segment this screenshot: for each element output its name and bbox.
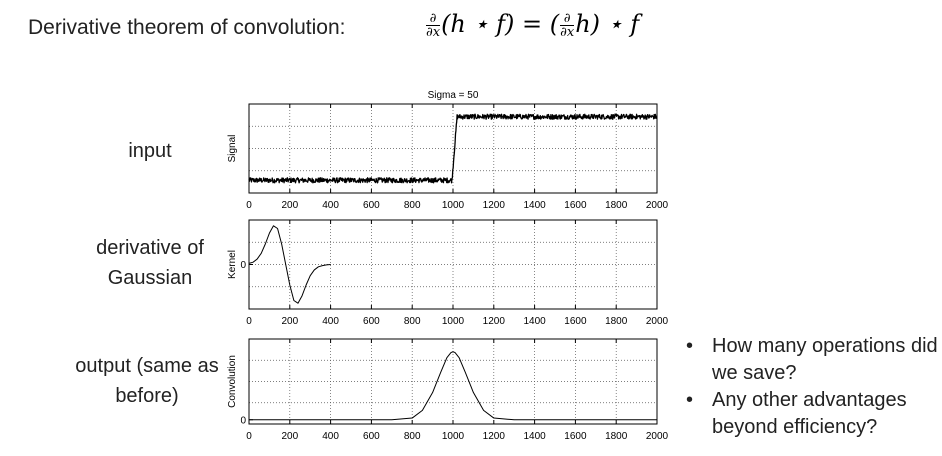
x-tick-label: 0	[246, 200, 252, 211]
partial-derivative-fraction: ∂ ∂x	[426, 12, 441, 40]
x-tick-label: 400	[322, 431, 339, 442]
x-tick-label: 2000	[646, 431, 669, 442]
series-line	[248, 113, 658, 184]
partial-derivative-fraction-2: ∂ ∂x	[560, 12, 575, 40]
x-tick-label: 1400	[523, 431, 546, 442]
bullet-item-advantages: • Any other advantages beyond efficiency…	[684, 387, 942, 441]
series-line	[249, 351, 657, 421]
plot-panel-0: 0 200 400 600 800 1000 1200 1400 1600 1800 2000 Sig…	[227, 90, 669, 211]
x-tick-label: 1200	[483, 316, 506, 327]
chart-title: Sigma = 50	[428, 90, 479, 101]
bullet-text: How many operations did we save?	[712, 335, 938, 384]
formula-right-side: h) ⋆ f	[575, 10, 640, 38]
plot-panel-1: 0 200 400 600 800 1000 1200 1400 1600 1800 20000Ke…	[227, 219, 669, 327]
x-tick-label: 800	[404, 200, 421, 211]
x-tick-label: 2000	[646, 316, 669, 327]
bullet-list: • How many operations did we save? • Any…	[684, 333, 942, 441]
plot-panel-2: 0 200 400 600 800 1000 1200 1400 1600 1800 20000Co…	[227, 338, 669, 442]
row-label-input: input	[128, 140, 172, 162]
bullet-symbol: •	[686, 389, 694, 411]
x-tick-label: 1200	[483, 200, 506, 211]
partial-denominator: ∂x	[426, 25, 441, 40]
x-tick-label: 600	[363, 200, 380, 211]
x-tick-label: 1400	[523, 200, 546, 211]
x-tick-label: 600	[363, 316, 380, 327]
x-tick-label: 200	[281, 200, 298, 211]
row-label-output: output (same as before)	[75, 355, 219, 407]
bullet-text: Any other advantages beyond efficiency?	[712, 389, 907, 438]
x-tick-label: 1000	[442, 431, 465, 442]
x-tick-label: 1800	[605, 316, 628, 327]
series-line	[248, 225, 331, 304]
x-tick-label: 0	[246, 316, 252, 327]
x-tick-label: 400	[322, 200, 339, 211]
x-tick-label: 200	[281, 431, 298, 442]
slide-heading: Derivative theorem of convolution:	[28, 16, 346, 39]
y-axis-label: Signal	[227, 135, 238, 163]
x-tick-label: 800	[404, 431, 421, 442]
x-tick-label: 1600	[564, 316, 587, 327]
partial-numerator: ∂	[426, 12, 441, 26]
bullet-symbol: •	[686, 335, 694, 357]
y-tick-label: 0	[240, 260, 246, 271]
row-label-derivative-of-gaussian: derivative of Gaussian	[96, 237, 204, 289]
convolution-formula: ∂ ∂x (h ⋆ f) = (∂ ∂x h) ⋆ f	[425, 10, 639, 39]
x-tick-label: 1800	[605, 431, 628, 442]
y-axis-label: Convolution	[227, 355, 238, 408]
x-tick-label: 200	[281, 316, 298, 327]
x-tick-label: 600	[363, 431, 380, 442]
bullet-item-operations: • How many operations did we save?	[684, 333, 942, 387]
x-tick-label: 1400	[523, 316, 546, 327]
x-tick-label: 800	[404, 316, 421, 327]
x-tick-label: 1000	[442, 316, 465, 327]
partial-denominator-2: ∂x	[560, 25, 575, 40]
x-tick-label: 400	[322, 316, 339, 327]
formula-left-side: (h ⋆ f) = (	[441, 10, 560, 38]
x-tick-label: 1600	[564, 200, 587, 211]
y-tick-label: 0	[240, 415, 246, 426]
x-tick-label: 1800	[605, 200, 628, 211]
x-tick-label: 1000	[442, 200, 465, 211]
y-axis-label: Kernel	[227, 250, 238, 279]
x-tick-label: 0	[246, 431, 252, 442]
x-tick-label: 2000	[646, 200, 669, 211]
partial-numerator-2: ∂	[560, 12, 575, 26]
x-tick-label: 1200	[483, 431, 506, 442]
x-tick-label: 1600	[564, 431, 587, 442]
